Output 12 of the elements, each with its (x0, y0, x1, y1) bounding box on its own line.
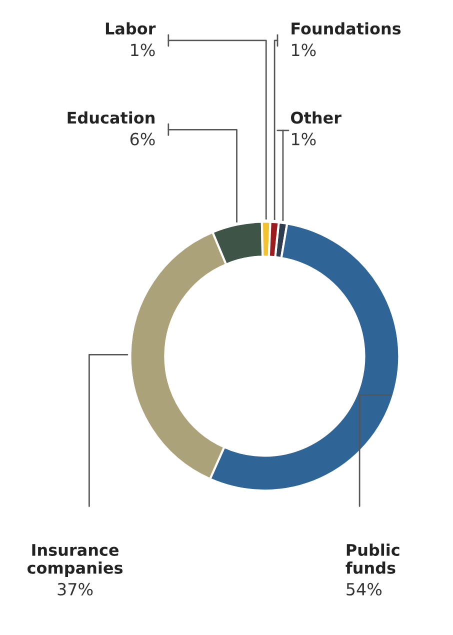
data-label: 1% (292, 132, 316, 146)
slice-label: Public funds (346, 544, 400, 574)
slice-label: Foundations (292, 22, 401, 35)
data-label: 6% (130, 132, 155, 146)
data-label: 37% (58, 582, 93, 596)
slice-label: Other (290, 111, 342, 124)
data-label: 1% (131, 44, 155, 56)
slice-label: Education (68, 111, 154, 124)
data-label: 54% (346, 582, 382, 596)
slice-label: Labor (106, 22, 156, 35)
data-label: 1% (292, 44, 316, 56)
slice-label: Insurance companies (27, 544, 123, 577)
